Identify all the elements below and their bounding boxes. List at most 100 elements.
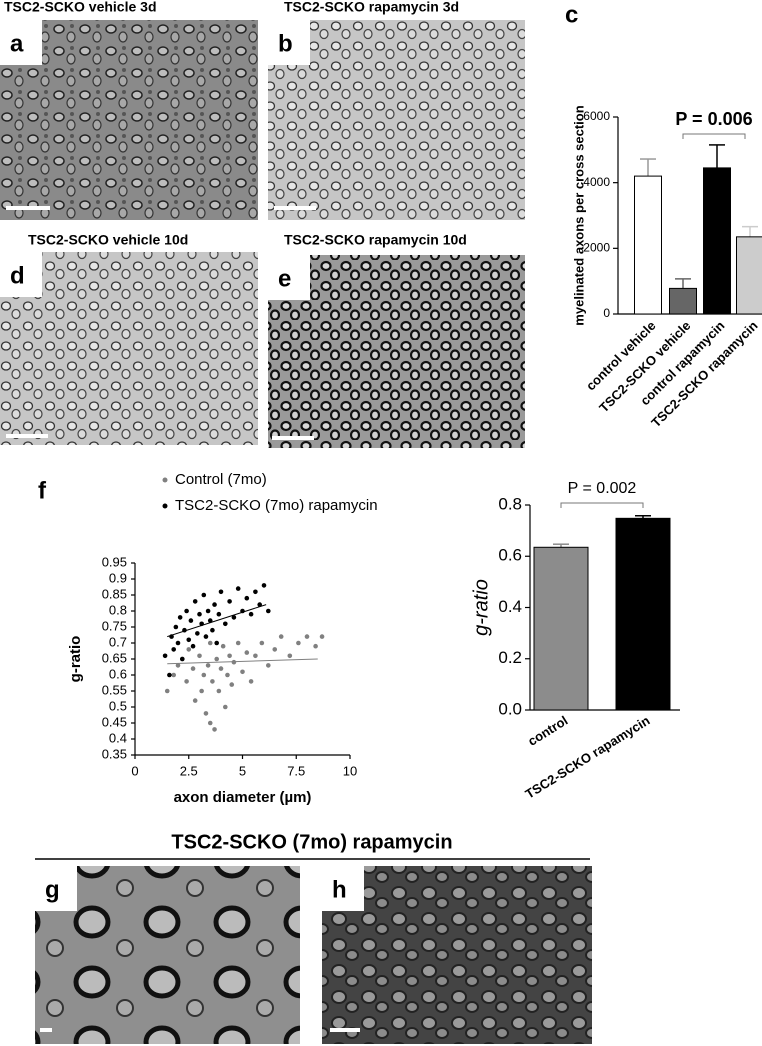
- y-tick-label: 0.55: [102, 682, 127, 697]
- scatter-point: [229, 682, 235, 687]
- panel-label: g: [45, 876, 60, 903]
- y-tick-label: 4000: [583, 175, 610, 189]
- scatter-point: [192, 698, 198, 703]
- label-box: [0, 252, 42, 297]
- scatter-point: [231, 659, 237, 665]
- scatter-point: [210, 679, 215, 684]
- scatter-point: [223, 621, 228, 627]
- scatter-point: [212, 727, 217, 732]
- scatter-point: [197, 653, 202, 659]
- scatter-point: [214, 656, 219, 662]
- panel-label: d: [10, 262, 25, 289]
- scatter-point: [216, 611, 222, 617]
- scatter-point: [244, 650, 250, 655]
- scatter-point: [272, 647, 278, 652]
- panel-label: c: [565, 1, 578, 28]
- scatter-point: [175, 640, 181, 646]
- scatter-point: [212, 602, 217, 607]
- panel-title: TSC2-SCKO vehicle 3d: [4, 0, 157, 15]
- bar: [703, 167, 731, 315]
- x-tick-label: 7.5: [287, 763, 305, 778]
- panel-title: TSC2-SCKO rapamycin 10d: [284, 232, 467, 248]
- bar: [634, 175, 662, 315]
- significance-bracket: [560, 502, 644, 508]
- scatter-point: [225, 672, 230, 678]
- legend-marker: [162, 477, 168, 483]
- scatter-point: [201, 672, 207, 678]
- scatter-point: [207, 720, 213, 726]
- y-tick-label: 0.35: [102, 746, 127, 761]
- scatter-point: [190, 666, 196, 671]
- scatter-point: [223, 704, 228, 710]
- y-tick-label: 2000: [583, 241, 610, 255]
- scatter-point: [287, 653, 293, 659]
- panel-label: h: [332, 876, 347, 903]
- scatter-point: [186, 647, 192, 652]
- panel-title: TSC2-SCKO rapamycin 3d: [284, 0, 459, 15]
- scatter-point: [235, 640, 241, 646]
- scatter-point: [304, 634, 310, 639]
- scatter-point: [259, 640, 265, 646]
- scatter-point: [313, 643, 318, 649]
- bar: [615, 517, 671, 711]
- y-tick-label: 0: [603, 306, 610, 320]
- scatter-point: [218, 666, 224, 671]
- y-tick-label: 0.5: [109, 698, 127, 713]
- scatter-point: [266, 663, 271, 668]
- scatter-point: [184, 608, 189, 614]
- scatter-point: [227, 599, 232, 604]
- scatter-point: [278, 634, 284, 639]
- scatter-point: [203, 634, 209, 639]
- x-tick-label: 0: [131, 763, 138, 778]
- scatter-point: [207, 618, 213, 623]
- x-tick-label: 2.5: [180, 763, 198, 778]
- y-tick-label: 0.75: [102, 618, 127, 633]
- scatter-point: [186, 637, 192, 643]
- micrograph: [35, 866, 300, 1044]
- y-tick-label: 0.6: [109, 666, 127, 681]
- micrograph: [268, 255, 525, 448]
- y-tick-label: 0.9: [109, 570, 127, 585]
- scatter-point: [201, 592, 207, 598]
- scatter-point: [190, 643, 196, 649]
- panel-label: e: [278, 265, 291, 292]
- scatter-point: [175, 663, 181, 668]
- scatter-point: [253, 589, 258, 595]
- y-tick-label: 6000: [583, 109, 610, 123]
- scatter-point: [248, 679, 254, 684]
- y-tick-label: 0.95: [102, 554, 127, 569]
- scatter-point: [180, 656, 185, 662]
- label-box: [268, 255, 310, 300]
- scatter-point: [203, 711, 209, 716]
- scatter-point: [261, 583, 267, 588]
- scatter-point: [240, 669, 245, 675]
- scatter-point: [184, 679, 189, 684]
- label-box: [0, 20, 42, 65]
- scatter-point: [227, 653, 232, 659]
- scatter-point: [195, 631, 200, 636]
- trend-line: [167, 604, 267, 638]
- y-tick-label: 0.7: [109, 634, 127, 649]
- scatter-point: [164, 688, 170, 694]
- legend-label: Control (7mo): [175, 471, 267, 488]
- scatter-point: [192, 599, 198, 604]
- scatter-point: [218, 589, 224, 595]
- y-axis-title: myelinated axons per cross section: [571, 105, 586, 325]
- p-value: P = 0.006: [675, 109, 752, 129]
- y-tick-label: 0.4: [498, 597, 522, 616]
- x-tick-label: control: [525, 713, 570, 749]
- scatter-point: [216, 688, 222, 694]
- label-box: [268, 20, 310, 65]
- micrograph: [0, 252, 258, 445]
- scatter-point: [248, 611, 254, 617]
- micrograph: [268, 20, 525, 220]
- y-axis-title: g-ratio: [470, 579, 492, 636]
- bar: [533, 546, 589, 711]
- bar: [669, 287, 697, 315]
- scatter-point: [207, 640, 213, 646]
- y-tick-label: 0.2: [498, 648, 522, 667]
- p-value: P = 0.002: [568, 480, 637, 497]
- label-box: [322, 866, 364, 911]
- x-tick-label: 10: [343, 763, 357, 778]
